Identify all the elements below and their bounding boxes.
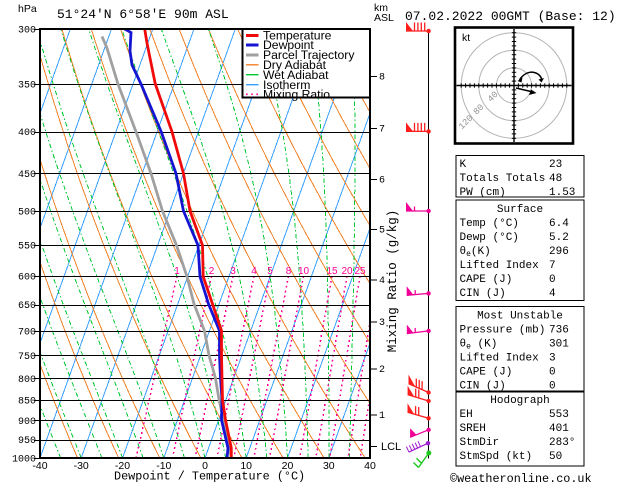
svg-text:550: 550 bbox=[18, 242, 36, 253]
svg-text:Mixing Ratio: Mixing Ratio bbox=[263, 87, 330, 101]
svg-text:0: 0 bbox=[549, 274, 556, 286]
svg-text:SREH: SREH bbox=[460, 423, 486, 435]
svg-text:Isotherm: Isotherm bbox=[263, 78, 310, 92]
svg-text:LCL: LCL bbox=[381, 441, 401, 453]
svg-text:750: 750 bbox=[18, 352, 36, 363]
svg-text:800: 800 bbox=[18, 375, 36, 386]
svg-text:700: 700 bbox=[18, 327, 36, 338]
svg-text:3: 3 bbox=[230, 266, 236, 277]
svg-text:07.02.2022 00GMT (Base: 12): 07.02.2022 00GMT (Base: 12) bbox=[405, 9, 616, 24]
svg-text:0: 0 bbox=[549, 381, 556, 393]
svg-text:-20: -20 bbox=[115, 460, 130, 472]
svg-text:7: 7 bbox=[379, 125, 385, 136]
svg-text:3: 3 bbox=[549, 353, 556, 365]
svg-text:736: 736 bbox=[549, 325, 569, 337]
svg-text:θe(K): θe(K) bbox=[460, 246, 491, 259]
svg-text:Dewpoint: Dewpoint bbox=[263, 38, 314, 52]
svg-text:300: 300 bbox=[18, 26, 36, 37]
svg-text:500: 500 bbox=[18, 208, 36, 219]
svg-text:301: 301 bbox=[549, 339, 569, 351]
svg-text:296: 296 bbox=[549, 246, 569, 258]
svg-text:850: 850 bbox=[18, 397, 36, 408]
svg-text:4: 4 bbox=[379, 276, 385, 287]
svg-text:6: 6 bbox=[379, 176, 385, 187]
svg-text:StmSpd (kt): StmSpd (kt) bbox=[460, 451, 533, 463]
svg-text:hPa: hPa bbox=[18, 3, 37, 15]
svg-text:K: K bbox=[460, 159, 467, 171]
svg-text:450: 450 bbox=[18, 170, 36, 181]
svg-text:Hodograph: Hodograph bbox=[490, 395, 549, 407]
svg-text:6.4: 6.4 bbox=[549, 218, 569, 230]
svg-text:Pressure (mb): Pressure (mb) bbox=[460, 325, 546, 337]
svg-text:8: 8 bbox=[379, 73, 385, 84]
svg-text:650: 650 bbox=[18, 301, 36, 312]
svg-text:10: 10 bbox=[240, 460, 252, 472]
svg-text:-10: -10 bbox=[156, 460, 171, 472]
svg-text:600: 600 bbox=[18, 273, 36, 284]
svg-text:-40: -40 bbox=[32, 460, 47, 472]
svg-text:Parcel Trajectory: Parcel Trajectory bbox=[263, 48, 355, 62]
svg-text:50: 50 bbox=[549, 451, 562, 463]
svg-text:2: 2 bbox=[379, 365, 385, 376]
svg-text:-30: -30 bbox=[74, 460, 89, 472]
svg-text:30: 30 bbox=[323, 460, 335, 472]
svg-text:553: 553 bbox=[549, 409, 569, 421]
svg-text:51°24'N 6°58'E 90m ASL: 51°24'N 6°58'E 90m ASL bbox=[57, 7, 229, 22]
svg-text:350: 350 bbox=[18, 80, 36, 91]
svg-text:Dewp (°C): Dewp (°C) bbox=[460, 232, 519, 244]
svg-text:25: 25 bbox=[354, 266, 366, 277]
svg-text:CAPE (J): CAPE (J) bbox=[460, 367, 513, 379]
svg-text:Lifted Index: Lifted Index bbox=[460, 353, 540, 365]
svg-text:23: 23 bbox=[549, 159, 562, 171]
svg-text:Temp (°C): Temp (°C) bbox=[460, 218, 519, 230]
svg-text:Totals Totals: Totals Totals bbox=[460, 173, 546, 185]
svg-text:401: 401 bbox=[549, 423, 569, 435]
svg-text:ASL: ASL bbox=[374, 12, 394, 24]
svg-text:8: 8 bbox=[286, 266, 292, 277]
svg-text:1000: 1000 bbox=[12, 455, 36, 466]
svg-text:©weatheronline.co.uk: ©weatheronline.co.uk bbox=[450, 472, 592, 486]
svg-text:4: 4 bbox=[549, 288, 556, 300]
svg-text:20: 20 bbox=[341, 266, 353, 277]
svg-text:7: 7 bbox=[549, 260, 556, 272]
svg-text:3: 3 bbox=[379, 318, 385, 329]
svg-text:CIN (J): CIN (J) bbox=[460, 288, 506, 300]
svg-text:0: 0 bbox=[549, 367, 556, 379]
svg-text:1.53: 1.53 bbox=[549, 187, 575, 199]
svg-text:Lifted Index: Lifted Index bbox=[460, 260, 540, 272]
svg-text:Dry Adiabat: Dry Adiabat bbox=[263, 58, 327, 72]
svg-text:CIN (J): CIN (J) bbox=[460, 381, 506, 393]
svg-text:5: 5 bbox=[379, 226, 385, 237]
svg-text:Dewpoint / Temperature (°C): Dewpoint / Temperature (°C) bbox=[114, 470, 305, 484]
svg-text:40: 40 bbox=[364, 460, 376, 472]
svg-text:1: 1 bbox=[174, 266, 180, 277]
svg-text:900: 900 bbox=[18, 417, 36, 428]
svg-text:5.2: 5.2 bbox=[549, 232, 569, 244]
svg-text:400: 400 bbox=[18, 128, 36, 139]
svg-text:2: 2 bbox=[209, 266, 215, 277]
svg-text:283°: 283° bbox=[549, 437, 575, 449]
svg-text:StmDir: StmDir bbox=[460, 437, 500, 449]
svg-text:km: km bbox=[374, 2, 388, 14]
svg-text:10: 10 bbox=[298, 266, 310, 277]
svg-text:4: 4 bbox=[251, 266, 257, 277]
svg-text:θe (K): θe (K) bbox=[460, 339, 498, 352]
svg-text:15: 15 bbox=[326, 266, 338, 277]
svg-text:Surface: Surface bbox=[497, 204, 543, 216]
svg-text:48: 48 bbox=[549, 173, 562, 185]
svg-text:Most Unstable: Most Unstable bbox=[477, 311, 563, 323]
svg-text:1: 1 bbox=[379, 411, 385, 422]
svg-text:CAPE (J): CAPE (J) bbox=[460, 274, 513, 286]
svg-text:Wet Adiabat: Wet Adiabat bbox=[263, 68, 329, 82]
svg-text:EH: EH bbox=[460, 409, 473, 421]
svg-text:0: 0 bbox=[202, 460, 208, 472]
svg-text:PW (cm): PW (cm) bbox=[460, 187, 506, 199]
svg-text:Mixing Ratio (g/kg): Mixing Ratio (g/kg) bbox=[386, 210, 400, 353]
svg-text:5: 5 bbox=[267, 266, 273, 277]
svg-text:kt: kt bbox=[462, 32, 470, 44]
svg-text:950: 950 bbox=[18, 436, 36, 447]
svg-text:Temperature: Temperature bbox=[263, 29, 332, 43]
svg-text:20: 20 bbox=[282, 460, 294, 472]
